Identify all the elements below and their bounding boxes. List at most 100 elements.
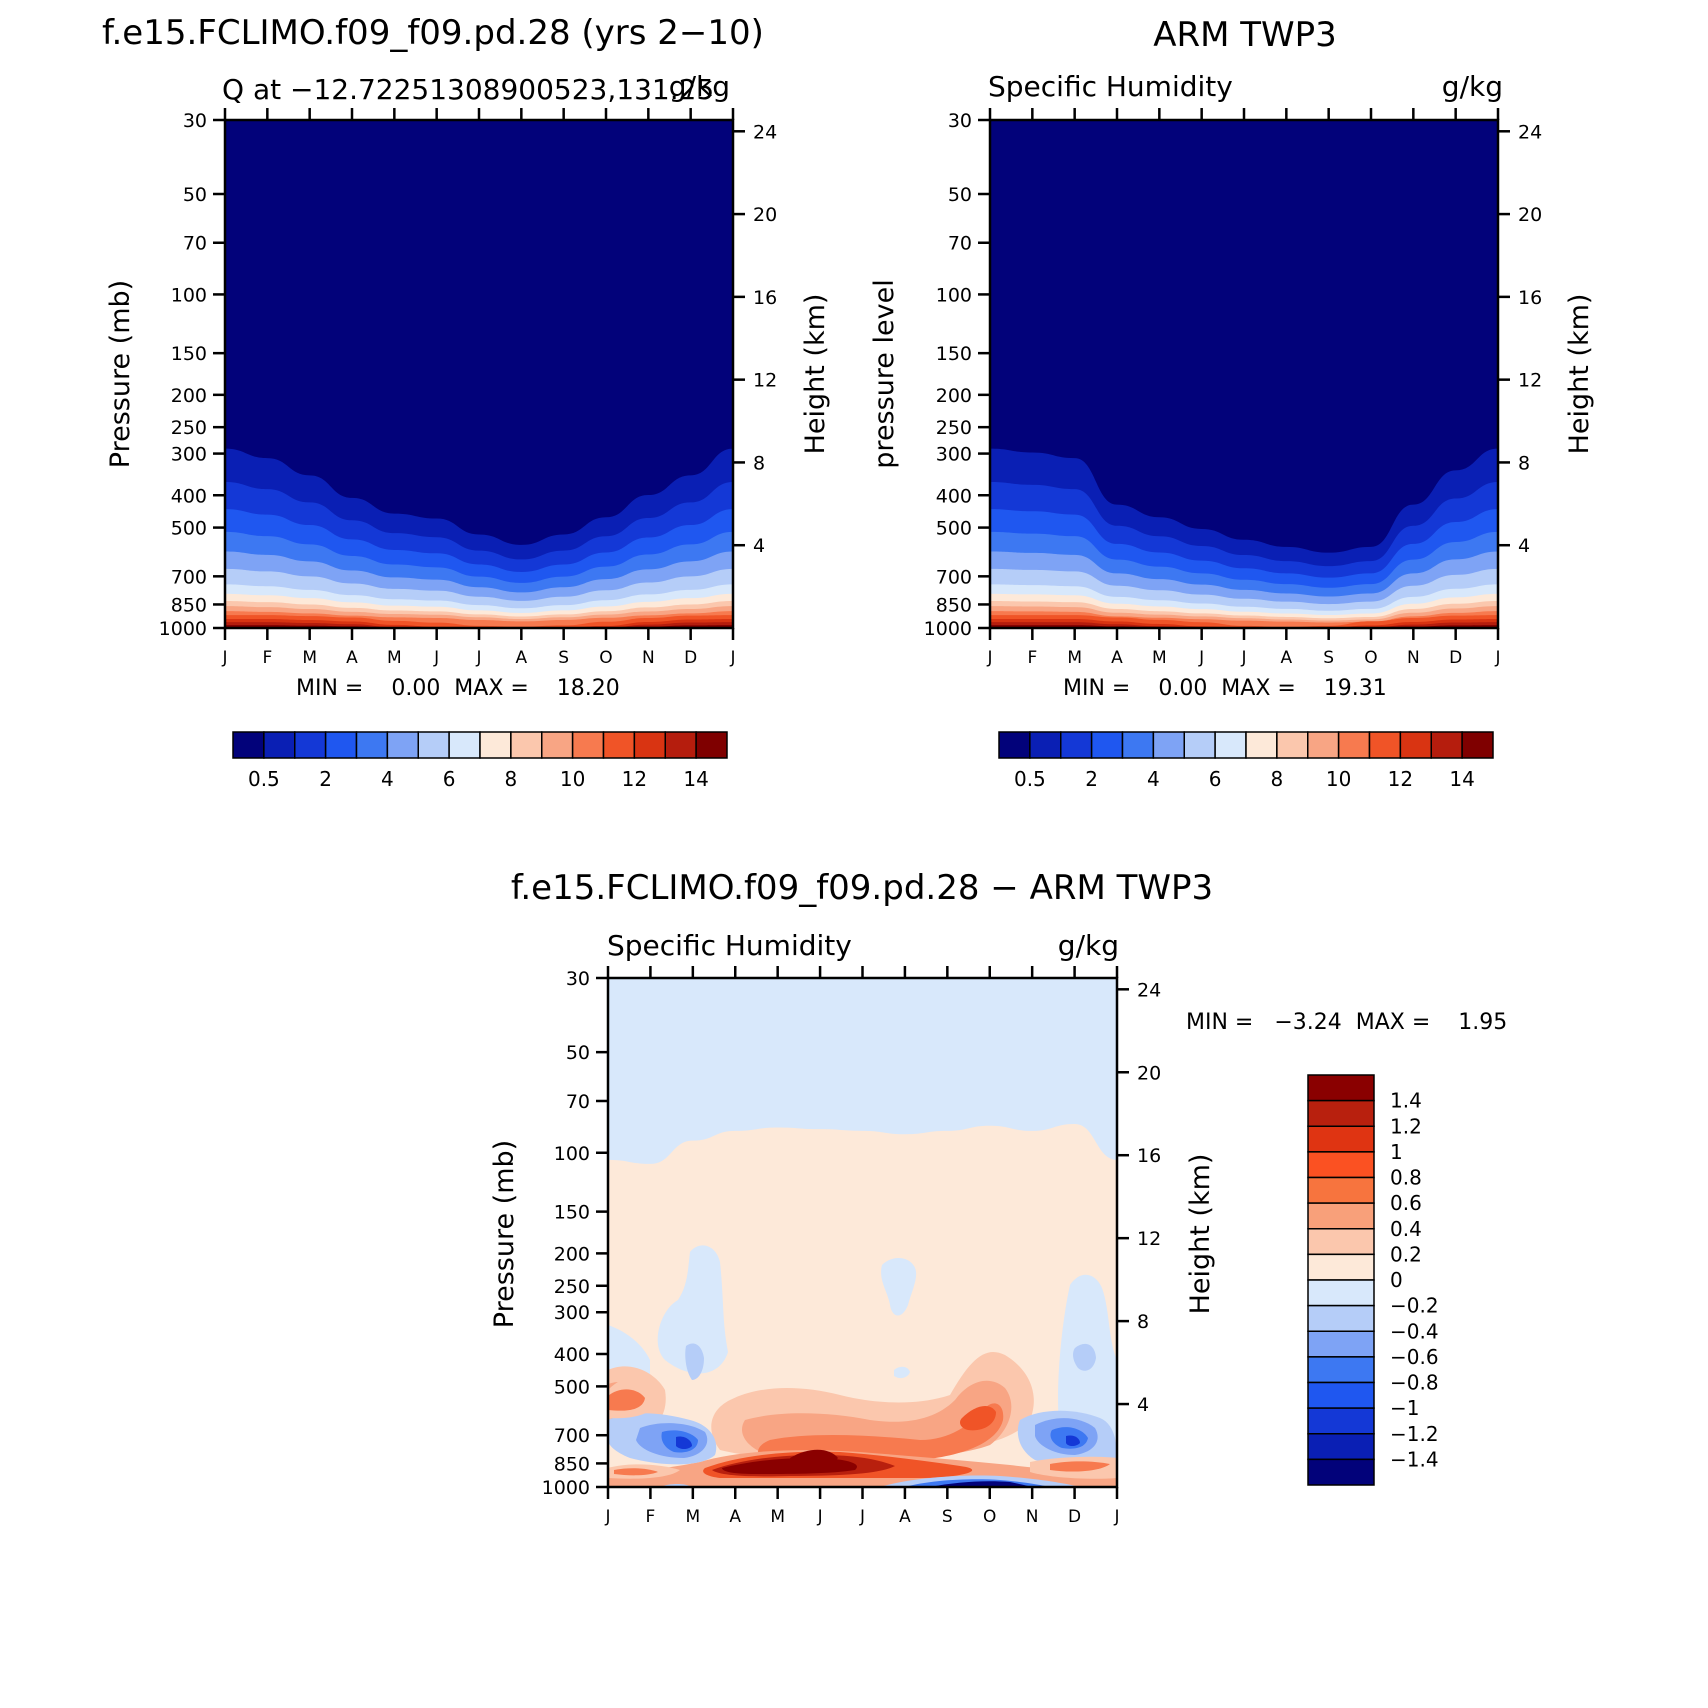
diff-region-neg-aug — [894, 1366, 910, 1379]
diff-region-pos-trop-3 — [758, 1403, 1004, 1463]
pressure-tick-label: 400 — [554, 1344, 590, 1366]
colorbar-box — [324, 731, 358, 759]
colorbar-label: −1 — [1390, 1396, 1419, 1420]
colorbar-label: 12 — [622, 767, 647, 791]
pressure-tick-label: 100 — [171, 284, 207, 306]
panel-model-ylabel-right: Height (km) — [800, 294, 831, 455]
colorbar-box — [1276, 731, 1309, 759]
month-tick-label: M — [387, 648, 402, 668]
pressure-tick-label: 400 — [936, 485, 972, 507]
month-tick-label: M — [1067, 648, 1082, 668]
pressure-tick-label: 700 — [171, 566, 207, 588]
month-tick-label: J — [433, 648, 439, 668]
colorbar-label: 8 — [1271, 767, 1284, 791]
colorbar-box — [695, 731, 728, 759]
colorbar-label: −0.4 — [1390, 1319, 1439, 1343]
panel-diff: f.e15.FCLIMO.f09_f09.pd.28 − ARM TWP3 Sp… — [489, 868, 1507, 1527]
pressure-tick-label: 700 — [936, 566, 972, 588]
colorbar-label: 4 — [1147, 767, 1160, 791]
panel-obs-minmax: MIN = 0.00 MAX = 19.31 — [1063, 676, 1387, 701]
colorbar-box — [1307, 731, 1340, 759]
colorbar-box — [417, 731, 450, 759]
colorbar-box — [1307, 1202, 1375, 1230]
panel-obs-contours — [990, 120, 1498, 628]
pressure-tick-label: 1000 — [924, 618, 972, 640]
height-tick-label: 24 — [1518, 121, 1542, 143]
pressure-tick-label: 50 — [183, 184, 207, 206]
panel-model: f.e15.FCLIMO.f09_f09.pd.28 (yrs 2−10) Q … — [102, 13, 831, 791]
panel-model-colorbar: 0.5 2 4 6 8 10 12 14 — [232, 731, 728, 791]
pressure-tick-label: 300 — [171, 444, 207, 466]
panel-obs: ARM TWP3 Specific Humidity g/kg 30 50 70 10… — [869, 15, 1595, 791]
month-tick-label: A — [1281, 648, 1293, 668]
colorbar-box — [1307, 1228, 1375, 1256]
pressure-tick-label: 50 — [948, 184, 972, 206]
pressure-tick-label: 30 — [183, 110, 207, 132]
colorbar-label: −0.2 — [1390, 1294, 1439, 1318]
height-tick-label: 12 — [753, 370, 777, 392]
colorbar-box — [1029, 731, 1062, 759]
pressure-tick-label: 200 — [554, 1243, 590, 1265]
colorbar-box — [294, 731, 327, 759]
panel-obs-colorbar: 0.5 2 4 6 8 10 12 14 — [998, 731, 1494, 791]
pressure-tick-label: 50 — [566, 1042, 590, 1064]
height-tick-label: 4 — [1518, 535, 1530, 557]
colorbar-label: 1.4 — [1390, 1089, 1422, 1113]
colorbar-box — [1430, 731, 1463, 759]
colorbar-box — [448, 731, 481, 759]
colorbar-label: 0.2 — [1390, 1242, 1422, 1266]
month-tick-label: F — [262, 648, 272, 668]
month-tick-label: J — [986, 648, 992, 668]
colorbar-label: 0 — [1390, 1268, 1403, 1292]
pressure-tick-label: 700 — [554, 1425, 590, 1447]
colorbar-label: 0.5 — [1014, 767, 1046, 791]
colorbar-box — [1245, 731, 1278, 759]
diff-region-pos-jan-850-2 — [614, 1468, 658, 1476]
panel-model-contours — [225, 120, 733, 628]
height-tick-label: 4 — [1137, 1394, 1149, 1416]
colorbar-box — [1121, 731, 1155, 759]
pressure-tick-label: 300 — [936, 444, 972, 466]
panel-diff-title: f.e15.FCLIMO.f09_f09.pd.28 − ARM TWP3 — [511, 868, 1213, 908]
month-tick-label: O — [1364, 648, 1377, 668]
colorbar-label: 10 — [1326, 767, 1351, 791]
colorbar-box — [1307, 1125, 1375, 1153]
height-tick-label: 8 — [753, 452, 765, 474]
month-tick-label: J — [729, 648, 735, 668]
height-tick-label: 4 — [753, 535, 765, 557]
month-tick-label: A — [1111, 648, 1123, 668]
diff-region-neg-jul — [881, 1257, 917, 1316]
colorbar-box — [1307, 1176, 1375, 1204]
pressure-tick-label: 500 — [171, 518, 207, 540]
pressure-tick-label: 100 — [554, 1143, 590, 1165]
month-tick-label: M — [770, 1507, 785, 1527]
month-tick-label: M — [685, 1507, 700, 1527]
panel-diff-contours — [608, 978, 1117, 1487]
panel-model-minmax: MIN = 0.00 MAX = 18.20 — [296, 676, 620, 701]
month-tick-label: A — [346, 648, 358, 668]
colorbar-label: 10 — [560, 767, 585, 791]
panel-obs-subtitle: Specific Humidity — [988, 70, 1233, 103]
height-tick-label: 12 — [1518, 370, 1542, 392]
height-tick-label: 8 — [1518, 452, 1530, 474]
colorbar-label: 6 — [443, 767, 456, 791]
panel-obs-ylabel-right: Height (km) — [1564, 294, 1595, 455]
panel-diff-colorbar: 1.41.210.80.60.40.20−0.2−0.4−0.6−0.8−1−1… — [1307, 1074, 1439, 1486]
pressure-tick-label: 70 — [948, 233, 972, 255]
month-tick-label: O — [983, 1507, 996, 1527]
diff-region-pos-jan-500-2 — [608, 1389, 645, 1411]
colorbar-box — [664, 731, 697, 759]
colorbar-box — [633, 731, 666, 759]
colorbar-box — [510, 731, 543, 759]
month-tick-label: A — [899, 1507, 911, 1527]
pressure-tick-label: 400 — [171, 485, 207, 507]
colorbar-box — [263, 731, 296, 759]
month-tick-label: J — [1494, 648, 1500, 668]
colorbar-label: −0.8 — [1390, 1371, 1439, 1395]
month-tick-label: N — [1407, 648, 1420, 668]
pressure-tick-label: 200 — [171, 385, 207, 407]
height-tick-label: 16 — [1137, 1145, 1161, 1167]
